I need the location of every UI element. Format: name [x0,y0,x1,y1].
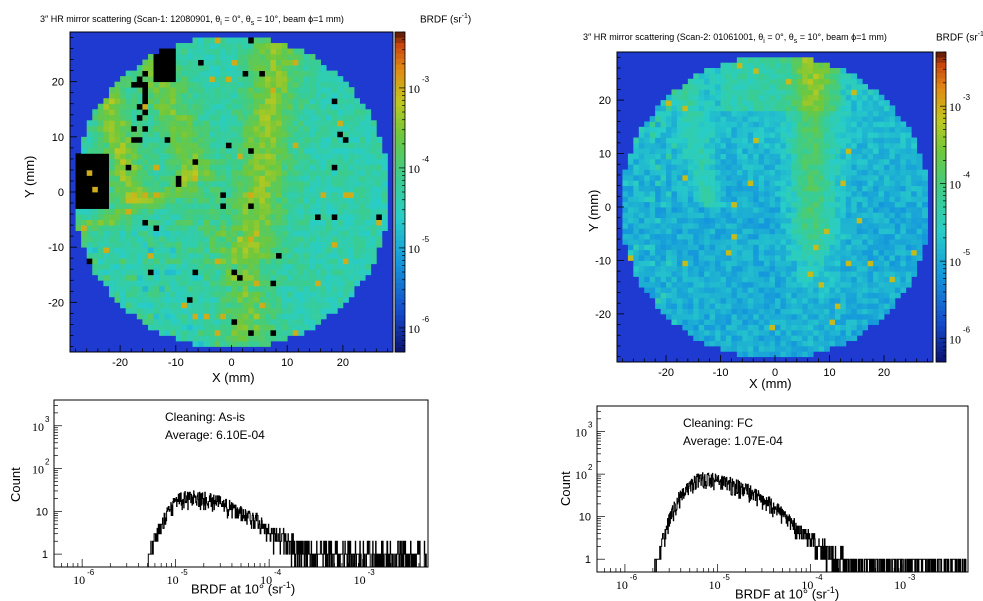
map-title: 3″ HR mirror scattering (Scan-2: 0106100… [583,32,887,45]
hist-x-tick-exponent: -3 [908,573,916,582]
hist-x-tick-label: 10 [709,578,721,592]
hist-y-tick-exponent: 3 [45,415,50,424]
cleaning-label: Cleaning: FC [683,416,754,430]
colorbar-tick-label: 10 [408,322,420,336]
x-tick-label: 10 [823,367,835,379]
x-tick-label: 10 [281,357,293,369]
hist-y-tick-exponent: 3 [588,421,593,430]
hist-y-tick-label: 1 [42,549,48,561]
hist-x-axis-label: BRDF at 10° (sr-1) [735,585,840,601]
hist-y-axis-label: Count [8,467,23,502]
hist-y-axis-label: Count [558,471,573,506]
hist-x-tick-label: 10 [260,573,272,587]
hist-x-tick-label: 10 [73,573,85,587]
y-tick-label: 20 [52,77,64,89]
y-axis-label: Y (mm) [586,189,601,232]
x-axis-label: X (mm) [212,370,255,385]
x-tick-label: -10 [713,367,729,379]
x-tick-label: 0 [228,357,234,369]
colorbar-tick-exponent: -6 [422,315,430,324]
x-tick-label: -20 [112,357,128,369]
hist-x-tick-exponent: -6 [630,573,638,582]
map-title: 3″ HR mirror scattering (Scan-1: 1208090… [40,14,344,27]
hist-y-tick-label: 10 [32,463,44,477]
average-label: Average: 6.10E-04 [165,428,265,442]
hist-y-tick-label: 10 [579,512,591,524]
x-tick-label: -20 [658,367,674,379]
y-tick-label: -10 [48,242,64,254]
y-tick-label: 10 [599,149,611,161]
y-tick-label: -20 [48,297,64,309]
colorbar-tick-label: 10 [949,333,961,347]
y-tick-label: 0 [605,202,611,214]
colorbar-tick-exponent: -4 [422,155,430,164]
hist-x-tick-label: 10 [167,573,179,587]
hist-x-tick-exponent: -6 [87,568,95,577]
hist-x-tick-label: 10 [616,578,628,592]
hist-x-tick-exponent: -5 [181,568,189,577]
hist-x-tick-exponent: -4 [274,568,282,577]
colorbar-tick-label: 10 [949,255,961,269]
y-tick-label: 0 [58,187,64,199]
colorbar-tick-label: 10 [408,82,420,96]
colorbar-tick-exponent: -5 [963,248,971,257]
hist-series [54,490,428,568]
colorbar-tick-label: 10 [949,178,961,192]
colorbar-tick-exponent: -5 [422,235,430,244]
hist-y-tick-label: 10 [575,426,587,440]
hist-y-tick-exponent: 2 [588,463,593,472]
hist-x-tick-exponent: -5 [723,573,731,582]
heatmap-2 [617,52,933,362]
colorbar [935,51,947,363]
x-axis-label: X (mm) [749,376,792,391]
colorbar [394,31,406,353]
hist-frame [53,399,429,568]
hist-x-tick-label: 10 [894,578,906,592]
hist-y-tick-label: 10 [32,420,44,434]
colorbar-tick-exponent: -4 [963,171,971,180]
colorbar-unit: BRDF (sr-1) [420,13,472,26]
hist-x-tick-label: 10 [801,578,813,592]
heatmap-1 [70,32,393,352]
y-tick-label: -20 [595,309,611,321]
y-tick-label: -10 [595,255,611,267]
x-tick-label: -10 [168,357,184,369]
cleaning-label: Cleaning: As-is [165,410,246,424]
colorbar-tick-label: 10 [408,242,420,256]
y-tick-label: 20 [599,95,611,107]
hist-y-tick-label: 10 [575,468,587,482]
hist-x-tick-exponent: -4 [815,573,823,582]
average-label: Average: 1.07E-04 [683,434,783,448]
y-axis-label: Y (mm) [22,155,37,198]
x-tick-label: 20 [878,367,890,379]
x-tick-label: 20 [337,357,349,369]
hist-x-tick-label: 10 [354,573,366,587]
hist-frame [596,405,969,573]
colorbar-tick-label: 10 [408,162,420,176]
colorbar-tick-exponent: -3 [963,93,971,102]
colorbar-unit: BRDF (sr-1) [936,31,983,44]
hist-y-tick-exponent: 2 [45,458,50,467]
hist-x-axis-label: BRDF at 10° (sr-1) [191,580,296,597]
y-tick-label: 10 [52,132,64,144]
histogram-1 [53,399,429,568]
colorbar-tick-label: 10 [949,100,961,114]
colorbar-tick-exponent: -6 [963,326,971,335]
hist-x-tick-exponent: -3 [368,568,376,577]
hist-y-tick-label: 10 [36,506,48,518]
x-tick-label: 0 [772,367,778,379]
colorbar-tick-exponent: -3 [422,75,430,84]
hist-series [597,472,968,573]
histogram-2 [596,405,969,573]
hist-y-tick-label: 1 [585,554,591,566]
